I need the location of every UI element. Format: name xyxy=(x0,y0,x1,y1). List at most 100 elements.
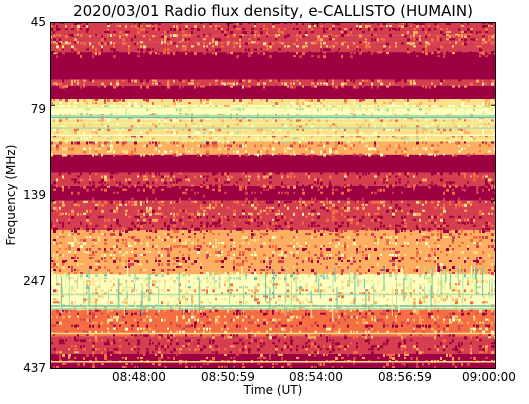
spectrogram-cell xyxy=(203,212,205,216)
spectrogram-cell xyxy=(134,102,137,106)
spectrogram-cell xyxy=(242,191,244,194)
spectrogram-cell xyxy=(83,212,86,215)
spectrogram-cell xyxy=(125,185,127,189)
spectrogram-cell xyxy=(467,188,470,192)
spectrogram-cell xyxy=(395,137,397,140)
spectrogram-cell xyxy=(122,227,125,230)
spectrogram-cell xyxy=(95,45,97,48)
spectrogram-cell xyxy=(377,242,379,246)
spectrogram-cell xyxy=(146,200,148,203)
spectrogram-cell xyxy=(470,38,473,41)
spectrogram-cell xyxy=(278,128,281,132)
spectrogram-cell xyxy=(485,200,487,203)
spectrogram-cell xyxy=(488,35,490,39)
spectrogram-cell xyxy=(275,79,277,82)
spectrogram-cell xyxy=(248,200,250,203)
spectrogram-cell xyxy=(338,239,340,242)
spectrogram-cell xyxy=(101,35,103,38)
spectrogram-cell xyxy=(305,42,307,45)
spectrogram-cell xyxy=(437,233,439,237)
spectrogram-cell xyxy=(146,85,149,89)
spectrogram-cell xyxy=(236,257,239,260)
spectrogram-cell xyxy=(464,22,467,25)
spectrogram-cell xyxy=(230,227,232,230)
spectrogram-cell xyxy=(152,150,155,154)
spectrogram-cell xyxy=(176,257,179,260)
spectrogram-cell xyxy=(320,254,323,258)
spectrogram-cell xyxy=(395,233,397,236)
spectrogram-cell xyxy=(233,99,235,103)
spectrogram-cell xyxy=(338,230,341,234)
spectrogram-cell xyxy=(113,178,115,181)
spectrogram-cell xyxy=(425,141,427,145)
spectrogram-cell xyxy=(194,131,197,135)
spectrogram-cell xyxy=(386,209,389,213)
spectrogram-cell xyxy=(146,175,148,179)
spectrogram-cell xyxy=(476,269,479,273)
spectrogram-cell xyxy=(116,141,119,144)
spectrogram-cell xyxy=(287,128,290,132)
spectrogram-cell xyxy=(218,218,221,222)
spectrogram-cell xyxy=(362,254,364,257)
spectrogram-cell xyxy=(161,212,163,216)
spectrogram-cell xyxy=(101,233,104,236)
spectrogram-cell xyxy=(365,191,368,194)
spectrogram-cell xyxy=(425,272,427,276)
spectrogram-cell xyxy=(416,141,419,145)
spectrogram-cell xyxy=(164,41,166,44)
spectrogram-cell xyxy=(368,269,370,273)
spectrogram-cell xyxy=(428,42,430,46)
spectrogram-cell xyxy=(443,105,445,108)
spectrogram-cell xyxy=(329,175,332,179)
spectrogram-cell xyxy=(389,260,392,263)
spectrogram-cell xyxy=(122,85,124,88)
spectrogram-cell xyxy=(140,153,142,157)
spectrogram-cell xyxy=(65,140,68,144)
spectrogram-cell xyxy=(365,269,368,272)
spectrogram-cell xyxy=(446,85,449,89)
spectrogram-cell xyxy=(173,102,176,106)
spectrogram-cell xyxy=(323,102,326,105)
spectrogram-cell xyxy=(182,221,184,225)
spectrogram-cell xyxy=(53,266,55,269)
spectrogram-cell xyxy=(485,122,487,126)
spectrogram-cell xyxy=(161,194,164,197)
spectrogram-cell xyxy=(347,260,350,263)
spectrogram-cell xyxy=(125,251,128,255)
spectrogram-cell xyxy=(77,42,79,45)
spectrogram-cell xyxy=(371,85,373,89)
spectrogram-cell xyxy=(305,147,308,151)
spectrogram-cell xyxy=(92,45,94,49)
spectrogram-cell xyxy=(116,245,118,249)
spectrogram-cell xyxy=(272,128,274,132)
spectrogram-cell xyxy=(296,181,299,184)
spectrogram-cell xyxy=(302,85,304,88)
spectrogram-cell xyxy=(125,119,127,123)
spectrogram-cell xyxy=(80,178,83,182)
spectrogram-cell xyxy=(182,191,185,194)
spectrogram-cell xyxy=(68,248,71,251)
spectrogram-cell xyxy=(62,48,64,51)
spectrogram-cell xyxy=(392,191,394,194)
spectrogram-cell xyxy=(254,125,257,128)
spectrogram-cell xyxy=(209,203,211,207)
spectrogram-cell xyxy=(296,218,299,222)
spectrogram-cell xyxy=(287,224,290,228)
spectrogram-cell xyxy=(344,79,346,83)
spectrogram-cell xyxy=(68,35,70,38)
spectrogram-cell xyxy=(191,41,194,45)
spectrogram-cell xyxy=(158,82,161,85)
spectrogram-cell xyxy=(218,153,220,157)
spectrogram-cell xyxy=(365,55,368,58)
spectrogram-cell xyxy=(74,257,76,260)
spectrogram-cell xyxy=(248,52,251,56)
spectrogram-cell xyxy=(173,175,175,178)
spectrogram-cell xyxy=(161,263,163,267)
spectrogram-cell xyxy=(257,215,259,219)
spectrogram-cell xyxy=(428,260,431,263)
spectrogram-cell xyxy=(125,25,127,28)
spectrogram-cell xyxy=(65,31,67,34)
spectrogram-cell xyxy=(140,203,142,206)
spectrogram-cell xyxy=(236,181,238,184)
spectrogram-cell xyxy=(353,153,356,156)
